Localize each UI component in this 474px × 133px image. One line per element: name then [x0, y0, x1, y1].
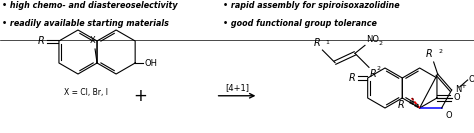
Text: • rapid assembly for spiroisoxazolidine: • rapid assembly for spiroisoxazolidine [223, 1, 400, 10]
Text: O: O [469, 74, 474, 84]
Text: [4+1]: [4+1] [225, 83, 249, 92]
Text: O: O [446, 111, 452, 120]
Text: 2: 2 [379, 41, 383, 46]
Text: R: R [426, 49, 433, 59]
Text: X = Cl, Br, I: X = Cl, Br, I [64, 88, 108, 97]
Text: +: + [133, 87, 147, 105]
Text: 1: 1 [410, 97, 415, 103]
Text: R: R [398, 100, 405, 110]
Text: R: R [314, 38, 320, 48]
Text: O: O [454, 93, 461, 103]
Text: NO: NO [366, 35, 379, 44]
Text: • good functional group tolerance: • good functional group tolerance [223, 19, 377, 28]
Text: +: + [461, 83, 466, 89]
Text: R: R [349, 73, 356, 83]
Text: 1: 1 [326, 40, 329, 45]
Text: • readily available starting materials: • readily available starting materials [2, 19, 169, 28]
Text: R: R [370, 69, 377, 79]
Text: OH: OH [144, 59, 157, 68]
Text: 2: 2 [438, 49, 443, 54]
Text: R: R [38, 36, 45, 46]
Text: • high chemo- and diastereoselectivity: • high chemo- and diastereoselectivity [2, 1, 178, 10]
Text: X: X [90, 36, 96, 45]
Text: 2: 2 [377, 66, 381, 71]
Text: N: N [455, 86, 461, 95]
